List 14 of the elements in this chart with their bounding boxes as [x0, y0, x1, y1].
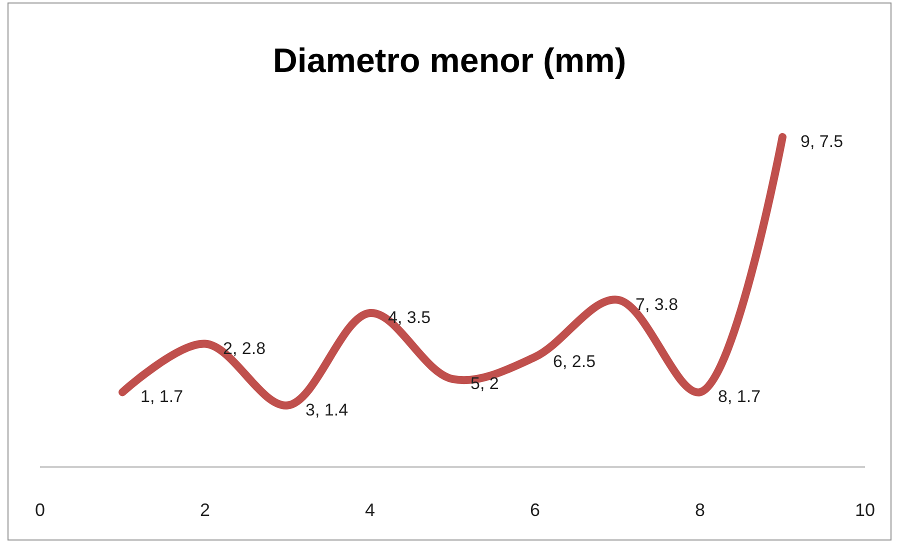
data-label: 8, 1.7: [718, 387, 761, 406]
data-label: 9, 7.5: [800, 132, 844, 151]
data-label: 3, 1.4: [306, 400, 348, 420]
chart-title: Diametro menor (mm): [272, 42, 626, 80]
data-label: 2, 2.8: [223, 338, 266, 358]
x-tick-label: 2: [200, 500, 210, 520]
data-label: 7, 3.8: [636, 294, 678, 314]
x-tick-label: 10: [854, 500, 876, 520]
x-tick-label: 0: [34, 500, 46, 520]
x-tick-label: 4: [364, 500, 376, 520]
x-tick-label: 8: [694, 500, 706, 520]
x-tick-label: 6: [530, 500, 540, 520]
data-label: 6, 2.5: [553, 352, 596, 371]
data-label: 1, 1.7: [140, 387, 184, 406]
